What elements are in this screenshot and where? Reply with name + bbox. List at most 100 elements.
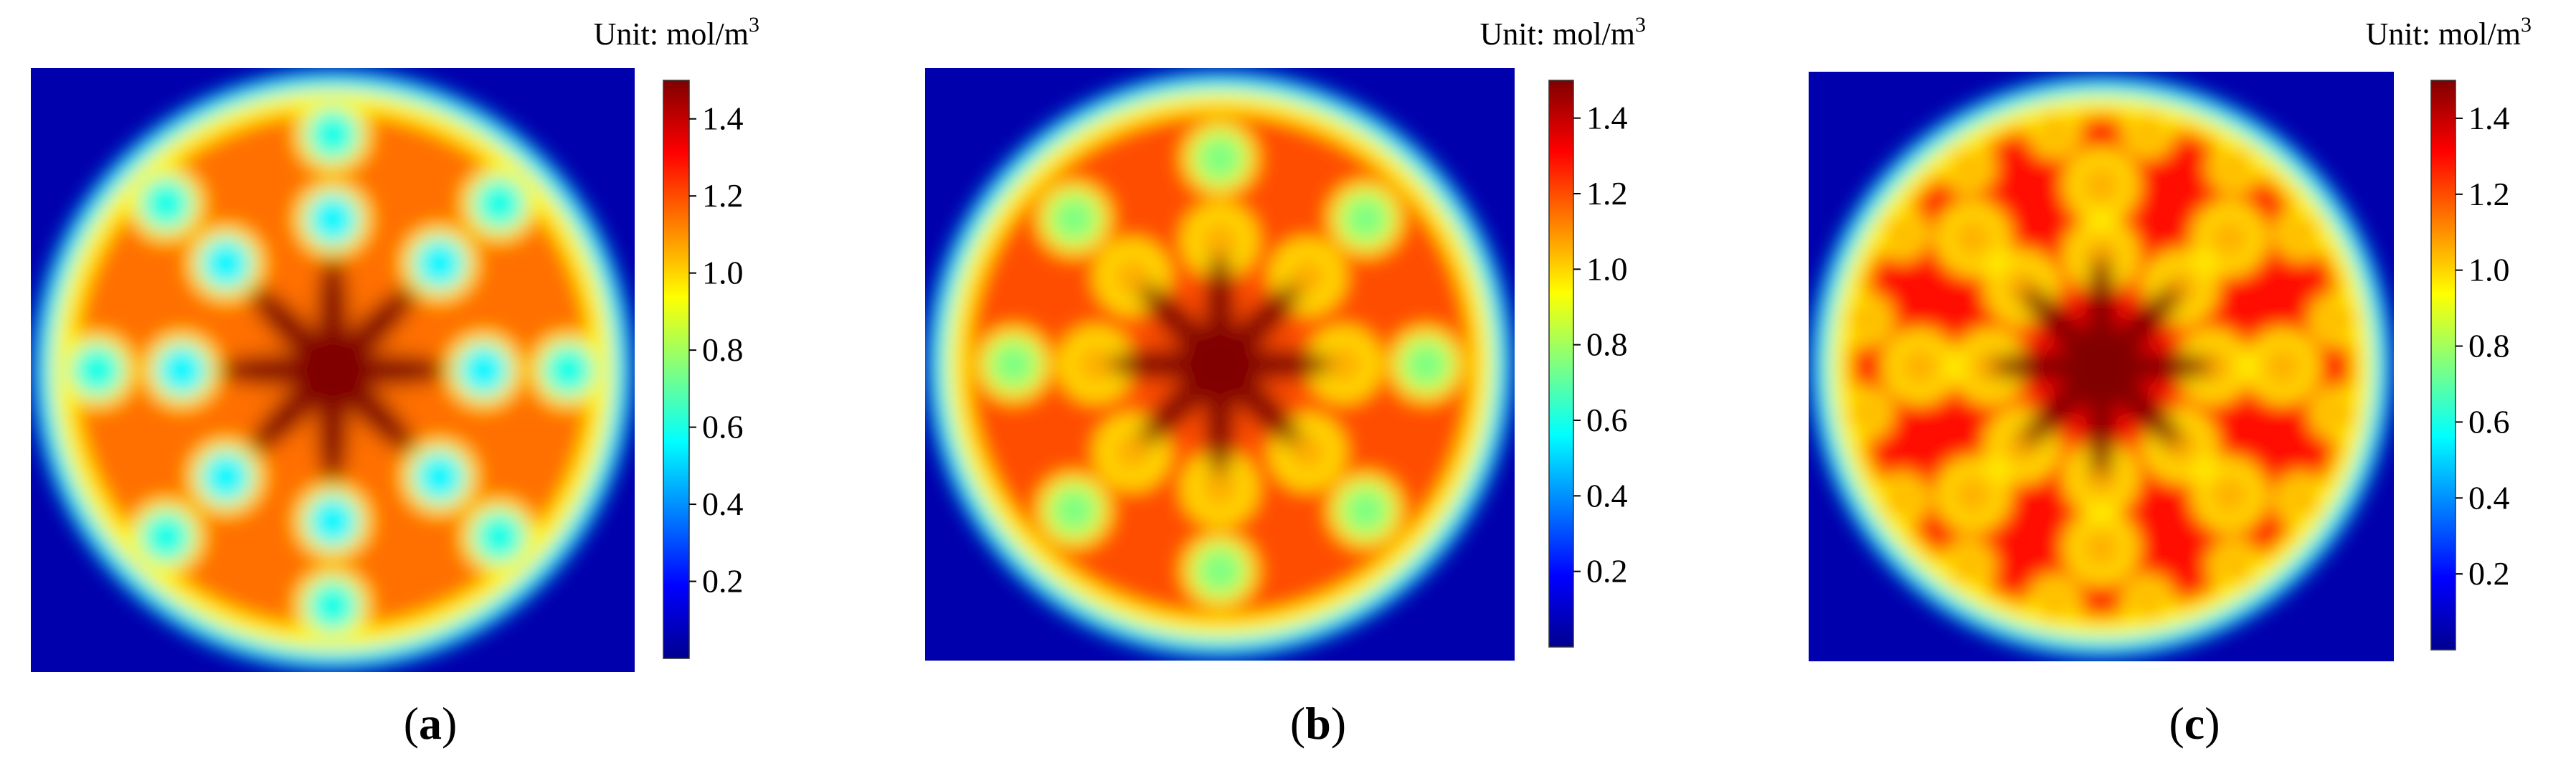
heatmap-spot xyxy=(1948,213,1998,263)
heatmap-core-petal xyxy=(2096,286,2182,372)
heatmap-core-petal xyxy=(327,364,415,453)
panel-caption: (c) xyxy=(2169,698,2220,749)
heatmap-spot xyxy=(1195,545,1245,596)
heatmap-spot xyxy=(1318,339,1369,389)
colorbar-tick-label: 1.0 xyxy=(2468,252,2510,288)
heatmap-core-petal xyxy=(250,364,338,453)
heatmap-core-petal xyxy=(2021,361,2107,447)
heatmap-spot xyxy=(1340,193,1391,244)
heatmap-spot xyxy=(200,237,252,289)
panel-caption: (a) xyxy=(404,698,458,749)
heatmap-core-petal xyxy=(1139,359,1226,445)
heatmap-spot xyxy=(1401,339,1452,389)
heatmap-spot xyxy=(307,495,359,547)
heatmap-core xyxy=(2080,346,2122,387)
heatmap-spot xyxy=(2205,470,2255,520)
heatmap-spot xyxy=(2037,584,2073,620)
colorbar-tick-label: 1.2 xyxy=(1586,175,1628,212)
heatmap-field xyxy=(1812,77,2391,656)
heatmap-spot xyxy=(2217,548,2253,584)
panel-c: 0.2 0.4 0.6 0.8 1.0 1.2 1.4 Unit: mol/m3 (c) xyxy=(1809,13,2532,749)
panel-caption-letter: a xyxy=(419,698,442,749)
panel-b: 0.2 0.4 0.6 0.8 1.0 1.2 1.4 Unit: mol/m3 (b) xyxy=(925,13,1646,749)
heatmap-spot xyxy=(542,344,595,396)
colorbar-tick-label: 0.4 xyxy=(702,486,744,522)
colorbar-tick-label: 1.0 xyxy=(702,255,744,291)
colorbar-tick-label: 0.6 xyxy=(702,409,744,445)
heatmap-spot xyxy=(1195,133,1245,184)
unit-label: Unit: mol/m3 xyxy=(1480,13,1646,52)
heatmap-core-petal xyxy=(250,288,338,376)
heatmap-spot xyxy=(2319,395,2354,431)
heatmap-spot xyxy=(307,580,359,632)
unit-label: Unit: mol/m3 xyxy=(2366,13,2532,52)
colorbar xyxy=(2430,80,2456,651)
heatmap-field xyxy=(928,72,1512,656)
heatmap-spot xyxy=(2076,160,2126,210)
colorbar-tick-label: 0.6 xyxy=(1586,402,1628,438)
heatmap-spot xyxy=(1048,193,1099,244)
heatmap-spot xyxy=(2258,341,2308,392)
colorbar xyxy=(1548,80,1574,648)
heatmap-spot xyxy=(2319,302,2354,338)
heatmap-core-petal xyxy=(2096,361,2182,447)
heatmap-spot xyxy=(1195,215,1245,266)
heatmap-spot xyxy=(156,344,208,396)
heatmap-spot xyxy=(141,178,192,230)
heatmap-spot xyxy=(473,178,525,230)
heatmap-spot xyxy=(307,108,359,161)
heatmap-spot xyxy=(2283,482,2319,518)
heatmap-spot xyxy=(988,339,1039,389)
heatmap-spot xyxy=(71,344,123,396)
heatmap-field xyxy=(34,71,632,669)
heatmap-spot xyxy=(1884,215,1920,251)
colorbar-tick-label: 0.8 xyxy=(1586,326,1628,363)
panel-caption-letter: b xyxy=(1305,698,1331,749)
heatmap-core-petal xyxy=(1214,359,1301,445)
heatmap-spot xyxy=(2187,341,2238,392)
colorbar-tick-label: 1.2 xyxy=(2468,176,2510,212)
colorbar-tick-label: 1.4 xyxy=(2468,100,2510,136)
colorbar-tick-label: 0.4 xyxy=(1586,477,1628,514)
heatmap-spot xyxy=(2130,113,2166,149)
heatmap-spot xyxy=(1895,341,1945,392)
heatmap-spot xyxy=(1848,302,1884,338)
colorbar-tick-label: 0.8 xyxy=(702,331,744,368)
heatmap-core-petal xyxy=(1139,283,1226,370)
heatmap-spot xyxy=(1950,548,1986,584)
colorbar-tick-label: 0.4 xyxy=(2468,479,2510,516)
colorbar-tick-label: 1.4 xyxy=(1586,100,1628,136)
colorbar-tick-label: 1.0 xyxy=(1586,250,1628,287)
heatmap-spot xyxy=(1965,341,2015,392)
unit-label: Unit: mol/m3 xyxy=(594,13,759,52)
heatmap-spot xyxy=(414,237,465,289)
heatmap-spot xyxy=(1948,470,1998,520)
heatmap-core-petal xyxy=(2021,286,2107,372)
heatmap-spot xyxy=(2205,213,2255,263)
colorbar xyxy=(663,80,690,659)
heatmap-spot xyxy=(2283,215,2319,251)
colorbar-tick-label: 0.2 xyxy=(702,563,744,600)
heatmap-spot xyxy=(307,193,359,245)
heatmap-spot xyxy=(1884,482,1920,518)
heatmap-spot xyxy=(2037,113,2073,149)
panel-caption: (b) xyxy=(1290,698,1346,749)
heatmap-spot xyxy=(1071,339,1122,389)
unit-superscript: 3 xyxy=(749,13,759,37)
heatmap-spot xyxy=(473,511,525,562)
heatmap-spot xyxy=(1950,149,1986,185)
panel-caption-letter: c xyxy=(2184,698,2205,749)
heatmap-spot xyxy=(414,451,465,503)
unit-superscript: 3 xyxy=(2521,13,2532,37)
heatmap-spot xyxy=(458,344,510,396)
heatmap-spot xyxy=(200,451,252,503)
heatmap-core-petal xyxy=(327,288,415,376)
heatmap-spot xyxy=(2130,584,2166,620)
heatmap-spot xyxy=(1848,395,1884,431)
colorbar-tick-label: 0.8 xyxy=(2468,328,2510,364)
heatmap-core xyxy=(1199,344,1241,385)
heatmap-spot xyxy=(141,511,192,562)
colorbar-tick-label: 1.4 xyxy=(702,100,744,137)
heatmap-spot xyxy=(2217,149,2253,185)
